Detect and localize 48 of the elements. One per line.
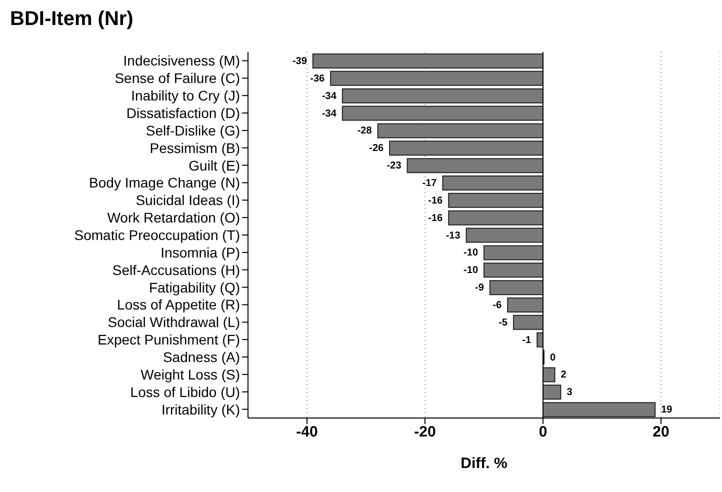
data-label: -36: [310, 73, 326, 84]
y-tick-label: Somatic Preoccupation (T): [74, 226, 240, 243]
y-tick-label: Irritability (K): [161, 401, 240, 418]
data-label: -23: [386, 160, 402, 172]
y-tick-label: Sadness (A): [162, 348, 240, 365]
data-label: -26: [369, 143, 384, 154]
y-tick-label: Suicidal Ideas (I): [136, 192, 240, 208]
data-label: 0: [550, 352, 556, 364]
y-tick-label: Loss of Appetite (R): [117, 296, 240, 313]
y-tick-label: Weight Loss (S): [140, 366, 240, 382]
y-tick-label: Social Withdrawal (L): [108, 314, 240, 330]
y-tick-label: Loss of Libido (U): [130, 384, 240, 400]
data-label: -16: [428, 212, 444, 224]
data-label: -34: [322, 108, 337, 120]
data-label: -5: [498, 317, 508, 328]
x-tick-label: -40: [296, 424, 318, 441]
x-tick-label: -20: [414, 424, 436, 441]
data-label: -39: [292, 56, 308, 67]
y-tick-label: Insomnia (P): [160, 244, 240, 260]
data-label: 19: [661, 404, 673, 416]
data-label: -13: [446, 230, 461, 242]
data-label: 2: [560, 370, 567, 381]
y-tick-label: Self-Dislike (G): [146, 122, 240, 138]
data-label: -16: [428, 195, 444, 206]
x-tick-label: 20: [652, 424, 670, 441]
data-label: 3: [566, 387, 573, 398]
y-tick-label: Body Image Change (N): [89, 174, 240, 191]
data-label: -34: [322, 90, 337, 102]
y-tick-label: Guilt (E): [188, 157, 240, 174]
y-tick-label: Fatigability (Q): [148, 279, 240, 296]
x-axis-title: Diff. %: [460, 455, 508, 472]
data-label: -1: [522, 334, 532, 346]
y-tick-label: Sense of Failure (C): [114, 70, 240, 86]
y-tick-label: Indecisiveness (M): [123, 52, 240, 69]
data-label: -10: [464, 248, 478, 259]
data-label: -28: [357, 126, 372, 137]
y-tick-label: Expect Punishment (F): [98, 332, 240, 348]
data-label: -9: [474, 282, 484, 294]
y-tick-label: Inability to Cry (J): [131, 88, 240, 104]
y-tick-label: Pessimism (B): [150, 140, 240, 156]
y-tick-label: Dissatisfaction (D): [126, 104, 240, 121]
y-axis-title: BDI-Item (Nr): [10, 8, 134, 31]
data-label: -6: [492, 300, 502, 311]
data-label: -17: [422, 178, 438, 189]
data-label: -10: [464, 265, 478, 276]
x-tick-label: 0: [538, 424, 548, 441]
y-tick-label: Self-Accusations (H): [112, 262, 240, 278]
y-tick-label: Work Retardation (O): [107, 210, 240, 226]
